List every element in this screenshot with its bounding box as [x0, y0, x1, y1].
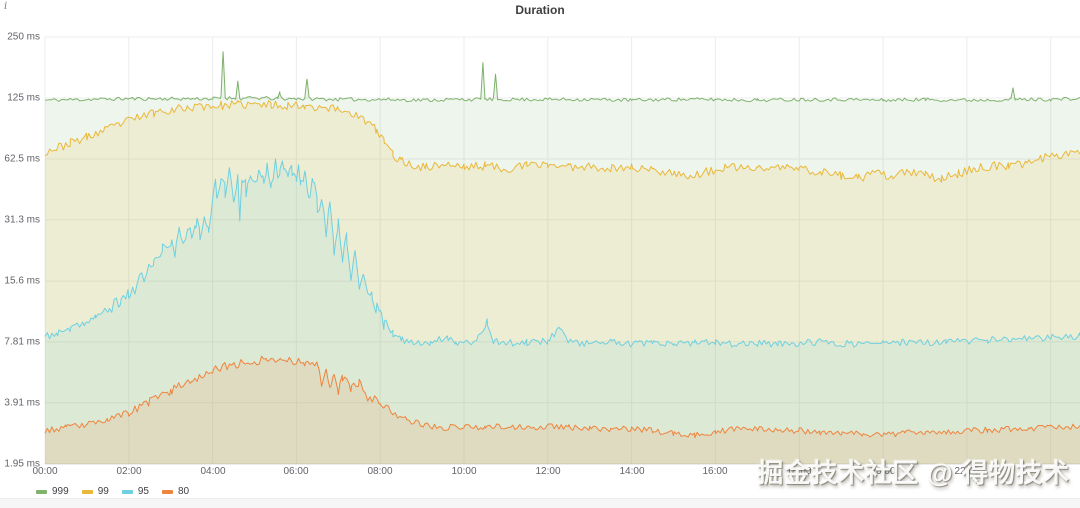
- x-axis-label: 14:00: [619, 466, 645, 477]
- y-axis-label: 7.81 ms: [4, 336, 40, 348]
- x-axis-label: 00:00: [32, 466, 58, 477]
- x-axis-label: 06:00: [283, 466, 309, 477]
- legend-swatch-icon: [36, 489, 47, 494]
- legend-item-999[interactable]: 999: [36, 486, 69, 497]
- legend-item-99[interactable]: 99: [81, 486, 109, 497]
- legend: 999 99 95 80: [36, 486, 189, 497]
- y-axis-label: 31.3 ms: [4, 214, 40, 226]
- legend-swatch-icon: [161, 489, 173, 494]
- legend-label: 95: [137, 486, 149, 497]
- panel-title[interactable]: Duration: [515, 3, 565, 17]
- panel-bottom-strip: [0, 498, 1080, 508]
- legend-swatch-icon: [121, 489, 133, 494]
- series-fill-99: [45, 100, 1080, 465]
- series-fill-80: [45, 356, 1080, 464]
- series-line-95: [44, 158, 1080, 348]
- x-axis-label: 02:00: [116, 466, 142, 477]
- series-fill-999: [45, 51, 1080, 464]
- legend-item-80[interactable]: 80: [161, 486, 190, 497]
- series-line-99: [44, 99, 1080, 183]
- legend-label: 999: [52, 486, 69, 497]
- y-axis-label: 3.91 ms: [4, 397, 40, 409]
- info-icon[interactable]: i: [4, 1, 8, 12]
- series-fill-95: [45, 158, 1080, 465]
- y-axis-label: 125 ms: [7, 92, 40, 104]
- x-axis-label: 22:00: [954, 466, 980, 477]
- y-axis-label: 15.6 ms: [4, 275, 40, 287]
- x-axis-label: 16:00: [702, 466, 728, 477]
- y-axis-label: 62.5 ms: [4, 153, 40, 165]
- x-axis-label: 12:00: [535, 466, 561, 477]
- x-axis-label: 10:00: [451, 466, 477, 477]
- x-axis-label: 08:00: [367, 466, 393, 477]
- legend-item-95[interactable]: 95: [121, 486, 149, 497]
- legend-label: 99: [97, 486, 109, 497]
- x-axis-label: 20:00: [870, 466, 896, 477]
- legend-swatch-icon: [81, 489, 93, 494]
- y-axis-label: 1.95 ms: [4, 458, 40, 470]
- series-line-80: [44, 355, 1080, 439]
- x-axis-label: 18:00: [786, 466, 812, 477]
- legend-label: 80: [177, 486, 190, 497]
- series-line-999: [44, 51, 1080, 103]
- y-axis-label: 250 ms: [7, 31, 40, 43]
- x-axis-label: 04:00: [200, 466, 226, 477]
